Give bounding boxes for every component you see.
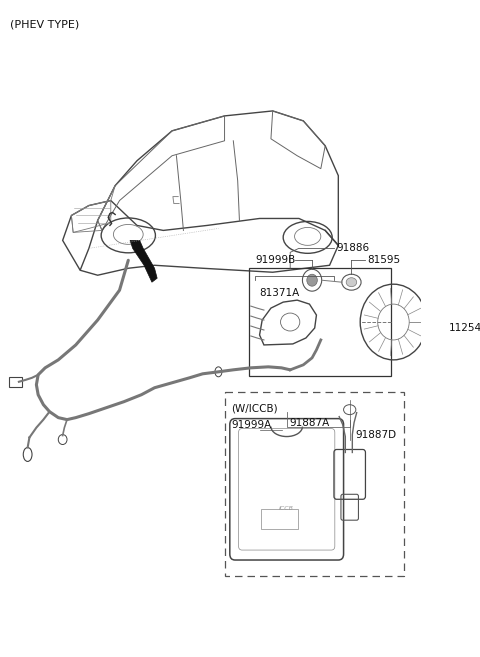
Text: 91887A: 91887A bbox=[290, 418, 330, 428]
Bar bbox=[261, 509, 298, 529]
Text: 11254: 11254 bbox=[449, 323, 480, 333]
Text: 91999A: 91999A bbox=[231, 420, 272, 430]
Text: 91999B: 91999B bbox=[255, 256, 295, 265]
Polygon shape bbox=[130, 240, 157, 283]
Text: 91887D: 91887D bbox=[356, 430, 397, 440]
Ellipse shape bbox=[346, 278, 357, 286]
Bar bbox=[249, 268, 391, 376]
Text: 91886: 91886 bbox=[336, 243, 370, 254]
Bar bbox=[225, 392, 404, 576]
Circle shape bbox=[307, 274, 317, 286]
Text: 81595: 81595 bbox=[367, 256, 400, 265]
Text: ICCB: ICCB bbox=[279, 507, 294, 511]
Text: 81371A: 81371A bbox=[260, 288, 300, 298]
Circle shape bbox=[433, 323, 442, 333]
Text: (W/ICCB): (W/ICCB) bbox=[231, 403, 278, 414]
Text: (PHEV TYPE): (PHEV TYPE) bbox=[10, 19, 79, 30]
